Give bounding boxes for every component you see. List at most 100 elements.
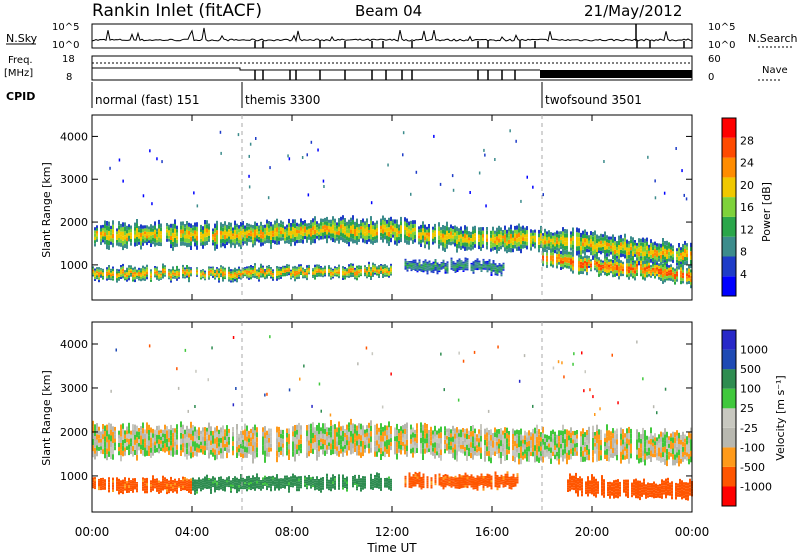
range-gate-cell bbox=[438, 222, 440, 227]
range-gate-cell bbox=[358, 226, 360, 230]
range-gate-cell bbox=[216, 220, 218, 226]
range-gate-cell bbox=[650, 273, 652, 276]
range-gate-cell bbox=[360, 235, 362, 239]
range-gate-cell bbox=[208, 275, 210, 278]
range-gate-cell bbox=[414, 449, 416, 454]
range-gate-cell bbox=[366, 432, 368, 437]
range-gate-cell bbox=[660, 277, 662, 281]
range-gate-cell bbox=[126, 272, 128, 275]
range-gate-cell bbox=[160, 436, 162, 441]
range-gate-cell bbox=[658, 447, 660, 452]
range-gate-cell bbox=[514, 237, 516, 241]
range-gate-cell bbox=[466, 260, 469, 263]
range-gate-cell bbox=[268, 239, 270, 244]
range-gate-cell bbox=[444, 264, 447, 267]
range-gate-cell bbox=[278, 270, 280, 273]
range-gate-cell bbox=[320, 434, 322, 439]
range-gate-cell bbox=[124, 270, 126, 272]
range-gate-cell bbox=[266, 272, 268, 275]
range-gate-cell bbox=[440, 426, 442, 433]
range-gate-cell bbox=[372, 269, 374, 273]
range-gate-cell bbox=[270, 432, 272, 437]
range-gate-cell bbox=[350, 424, 352, 431]
range-gate-cell bbox=[240, 448, 242, 453]
range-gate-cell bbox=[656, 437, 658, 442]
range-gate-cell bbox=[344, 234, 346, 239]
range-gate-cell bbox=[96, 228, 98, 231]
range-gate-cell bbox=[532, 433, 534, 438]
range-gate-cell bbox=[430, 266, 433, 268]
range-gate-cell bbox=[132, 279, 134, 282]
range-gate-cell bbox=[316, 425, 318, 431]
range-gate-cell bbox=[614, 270, 616, 274]
range-gate-cell bbox=[608, 269, 610, 273]
range-gate-cell bbox=[198, 440, 200, 445]
range-gate-cell bbox=[390, 238, 392, 243]
range-gate-cell bbox=[172, 266, 174, 269]
range-gate-cell bbox=[586, 440, 588, 445]
range-gate-cell bbox=[274, 220, 276, 225]
range-gate-cell bbox=[676, 271, 678, 274]
range-gate-cell bbox=[484, 268, 487, 270]
range-gate-cell bbox=[104, 425, 106, 431]
range-gate-cell bbox=[98, 274, 100, 278]
range-gate-cell bbox=[186, 431, 188, 438]
range-gate-cell bbox=[604, 268, 606, 272]
range-gate-cell bbox=[258, 269, 260, 273]
range-gate-cell bbox=[588, 246, 590, 250]
range-gate-cell bbox=[160, 278, 162, 280]
range-gate-cell bbox=[452, 452, 454, 459]
range-gate-cell bbox=[356, 450, 358, 456]
range-gate-cell bbox=[144, 442, 146, 448]
range-gate-cell bbox=[414, 265, 417, 268]
range-gate-cell bbox=[126, 442, 128, 447]
range-gate-cell bbox=[676, 251, 678, 254]
range-gate-cell bbox=[550, 447, 552, 453]
range-gate-cell bbox=[302, 239, 304, 244]
range-gate-cell bbox=[324, 439, 326, 445]
range-gate-cell bbox=[350, 430, 352, 437]
range-gate-cell bbox=[646, 269, 648, 272]
range-gate-cell bbox=[208, 223, 210, 227]
range-gate-cell bbox=[610, 236, 612, 240]
range-gate-cell bbox=[212, 228, 214, 232]
range-gate-cell bbox=[644, 459, 646, 466]
range-gate-cell bbox=[164, 438, 166, 444]
range-gate-cell bbox=[176, 434, 178, 440]
range-gate-cell bbox=[176, 444, 178, 450]
range-gate-cell bbox=[652, 265, 654, 268]
range-gate-cell bbox=[564, 262, 566, 265]
range-gate-cell bbox=[570, 454, 572, 460]
range-gate-cell bbox=[604, 240, 606, 246]
range-gate-cell bbox=[136, 272, 138, 275]
range-gate-cell bbox=[634, 248, 636, 252]
range-gate-cell bbox=[594, 260, 596, 263]
range-gate-cell bbox=[516, 234, 518, 239]
range-gate-cell bbox=[294, 425, 296, 432]
range-gate-cell bbox=[358, 265, 360, 268]
range-gate-cell bbox=[554, 454, 556, 460]
range-gate-cell bbox=[136, 228, 138, 233]
range-gate-cell bbox=[480, 266, 483, 268]
range-gate-cell bbox=[332, 237, 334, 242]
range-gate-cell bbox=[614, 439, 616, 444]
range-gate-cell bbox=[248, 226, 250, 230]
range-gate-cell bbox=[322, 236, 324, 240]
range-gate-cell bbox=[368, 271, 370, 275]
range-gate-cell bbox=[508, 227, 510, 232]
range-gate-cell bbox=[390, 225, 392, 230]
range-gate-cell bbox=[514, 225, 516, 230]
range-gate-cell bbox=[362, 440, 364, 446]
range-gate-cell bbox=[150, 224, 152, 228]
range-gate-cell bbox=[172, 237, 174, 242]
range-gate-cell bbox=[662, 437, 664, 443]
range-gate-cell bbox=[580, 265, 582, 268]
range-gate-cell bbox=[92, 266, 94, 268]
range-gate-cell bbox=[100, 238, 102, 242]
range-gate-cell bbox=[322, 269, 324, 271]
range-gate-cell bbox=[318, 223, 320, 227]
range-gate-cell bbox=[148, 445, 150, 451]
range-gate-cell bbox=[558, 259, 560, 262]
range-gate-cell bbox=[240, 222, 242, 227]
range-gate-cell bbox=[252, 457, 254, 464]
